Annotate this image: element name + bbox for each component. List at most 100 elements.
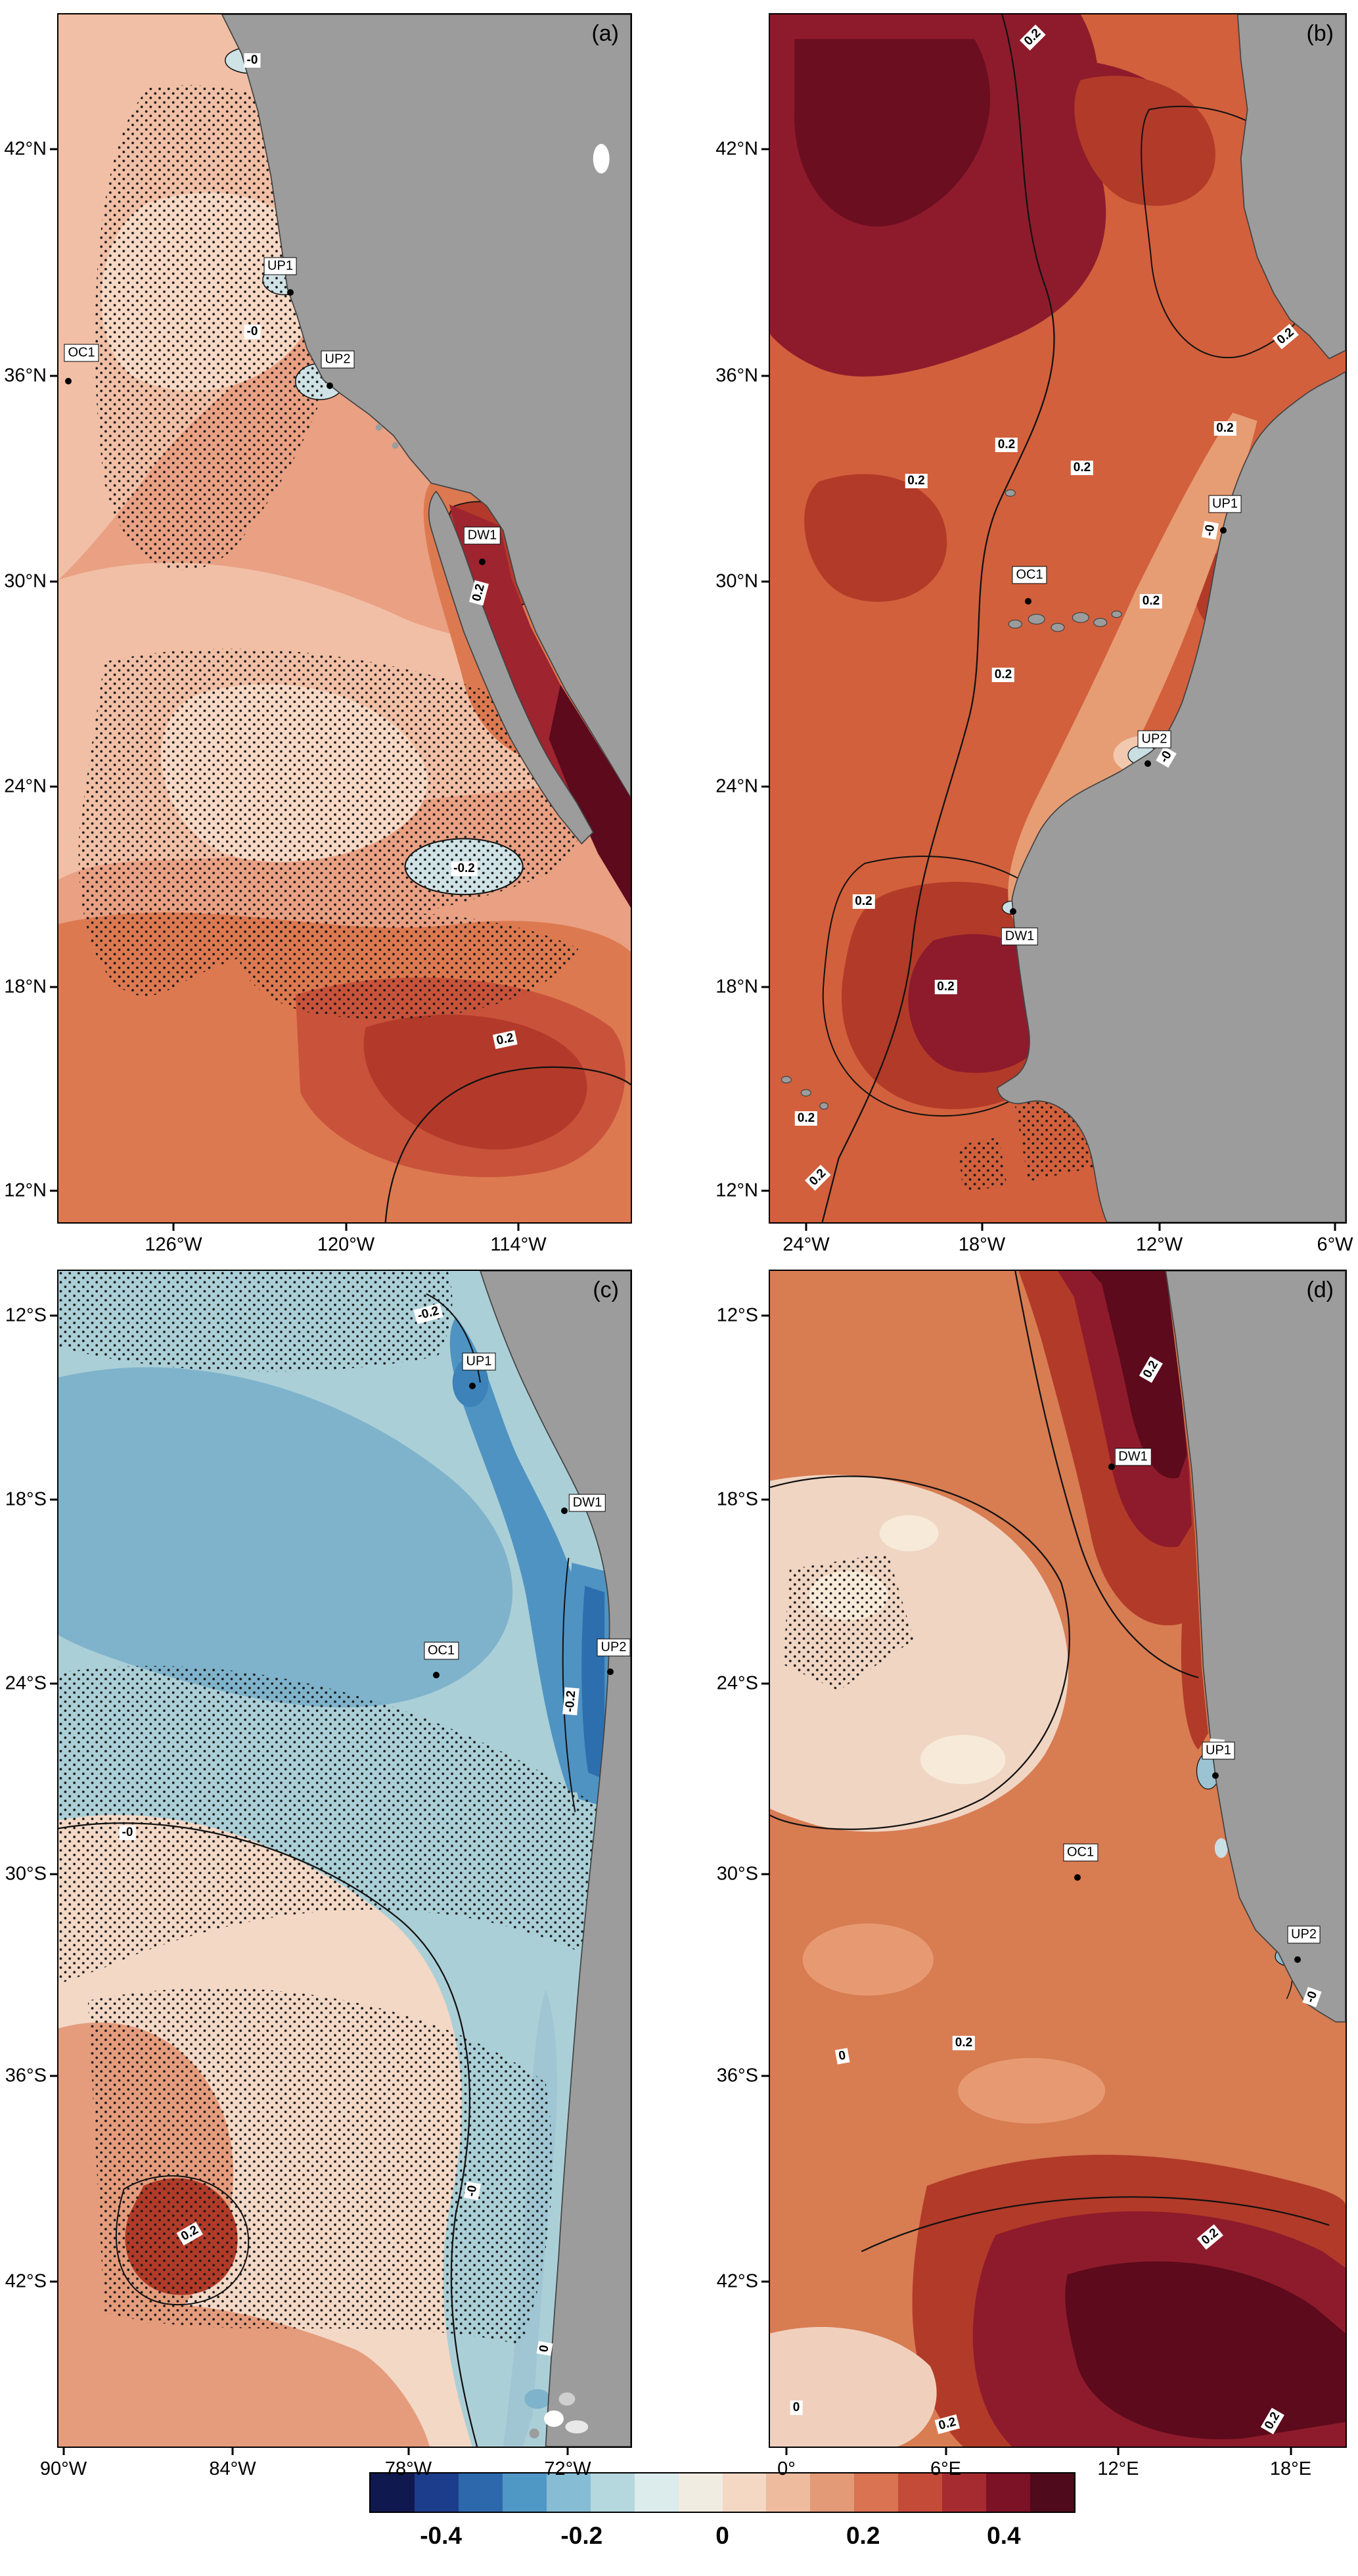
panel-label: (b) xyxy=(1306,21,1334,46)
colorbar-tick-label: 0.2 xyxy=(846,2522,880,2549)
y-axis-tick-label: 36°N xyxy=(715,365,758,386)
station-label: OC1 xyxy=(1012,566,1047,584)
y-axis-tick-label: 18°S xyxy=(5,1488,47,1509)
y-axis-tick-label: 18°S xyxy=(716,1488,758,1509)
y-axis-tick xyxy=(761,1498,770,1500)
y-axis-tick xyxy=(761,580,770,582)
x-axis-tick xyxy=(62,2447,64,2455)
x-axis-tick-label: 0° xyxy=(777,2458,796,2479)
station-label: UP1 xyxy=(1202,1741,1235,1760)
colorbar-tick-label: -0.4 xyxy=(420,2522,462,2549)
y-axis-tick-label: 42°S xyxy=(716,2270,758,2291)
contour-label: -0 xyxy=(244,53,261,68)
y-axis-tick-label: 36°S xyxy=(5,2065,47,2086)
contour-line xyxy=(770,1475,1070,1830)
map-panel-c: (c) 90°W 84°W 78°W 72°W 12°S 18°S 24°S 30°S 36°S… xyxy=(5,1270,632,2479)
land-mass xyxy=(480,1271,631,2447)
y-axis-tick-label: 42°S xyxy=(5,2270,47,2291)
y-axis-tick xyxy=(761,375,770,377)
map-c-svg xyxy=(58,1271,631,2447)
x-axis-tick-label: 6°E xyxy=(930,2458,962,2479)
contour-label: -0 xyxy=(464,2181,481,2201)
colorbar-segment xyxy=(634,2473,679,2512)
y-axis-tick xyxy=(50,1682,58,1684)
y-axis-tick-label: 18°N xyxy=(715,976,758,998)
x-axis-tick xyxy=(231,2447,234,2455)
colorbar-segment xyxy=(371,2473,415,2512)
station-label: UP2 xyxy=(321,350,355,369)
station-label: DW1 xyxy=(1001,927,1039,945)
x-axis-tick-label: 18°W xyxy=(958,1234,1006,1255)
y-axis-tick xyxy=(761,2075,770,2077)
colorbar-segment xyxy=(414,2473,459,2512)
contour-label: 0.2 xyxy=(905,474,928,488)
land-mass xyxy=(996,371,1346,1222)
y-axis-tick xyxy=(761,1189,770,1192)
station-marker xyxy=(286,288,294,296)
panel-label: (a) xyxy=(591,21,619,46)
baja-peninsula xyxy=(428,490,594,845)
contour-label: -0.2 xyxy=(451,862,478,876)
y-axis-tick xyxy=(50,1873,58,1875)
land-mass xyxy=(221,14,631,799)
x-axis-tick xyxy=(345,1222,347,1231)
station-marker xyxy=(1220,527,1227,534)
station-label: DW1 xyxy=(1114,1448,1152,1465)
contour-label: 0 xyxy=(790,2401,803,2415)
station-label: OC1 xyxy=(64,344,99,362)
y-axis-tick xyxy=(761,1873,770,1875)
station-marker xyxy=(1294,1956,1301,1963)
x-axis-tick xyxy=(981,1222,983,1231)
y-axis-tick-label: 12°S xyxy=(716,1304,758,1325)
y-axis-tick-label: 30°S xyxy=(716,1863,758,1884)
y-axis-tick xyxy=(50,148,58,150)
colorbar-tick-label: 0.4 xyxy=(987,2522,1021,2549)
x-axis-tick-label: 72°W xyxy=(544,2458,591,2479)
x-axis-tick xyxy=(805,1222,807,1231)
station-marker xyxy=(1211,1772,1219,1779)
y-axis-tick-label: 30°N xyxy=(715,570,758,591)
station-label: DW1 xyxy=(463,526,501,544)
y-axis-tick-label: 24°S xyxy=(5,1672,47,1693)
colorbar-tick-label: -0.2 xyxy=(560,2522,603,2549)
colorbar-tick-label: 0 xyxy=(715,2522,729,2549)
x-axis-tick-label: 120°W xyxy=(317,1234,375,1255)
contour-label: 0.2 xyxy=(794,1111,818,1126)
map-panel-d: (d) 0° 6°E 12°E 18°E 12°S 18°S 24°S 30°S 36°S 42°… xyxy=(717,1270,1347,2479)
colorbar-segment xyxy=(1030,2473,1074,2512)
contour-label: 0.2 xyxy=(952,2036,976,2050)
contour-label: 0.2 xyxy=(934,980,957,994)
y-axis-tick-label: 30°N xyxy=(4,570,47,591)
contour-label: -0 xyxy=(119,1826,136,1840)
colorbar-segment xyxy=(810,2473,855,2512)
contour-label: 0 xyxy=(834,2048,850,2065)
contour-label: 0.2 xyxy=(852,894,875,909)
y-axis-tick-label: 12°N xyxy=(715,1180,758,1201)
map-a-svg xyxy=(58,14,631,1222)
y-axis-tick xyxy=(50,2280,58,2282)
contour-line xyxy=(58,1822,478,2447)
contour-line xyxy=(384,1066,631,1222)
station-marker xyxy=(1024,597,1031,605)
station-marker xyxy=(326,382,333,389)
y-axis-tick-label: 24°N xyxy=(715,775,758,797)
contour-label: -0 xyxy=(244,324,261,339)
station-marker xyxy=(65,377,72,384)
contour-label: 0.2 xyxy=(995,438,1018,452)
x-axis-tick xyxy=(945,2447,947,2455)
colorbar-segment xyxy=(502,2473,547,2512)
station-marker xyxy=(1144,760,1151,767)
islands xyxy=(781,489,1122,1110)
station-label: DW1 xyxy=(568,1494,606,1511)
x-axis-tick xyxy=(1117,2447,1120,2455)
x-axis-tick-label: 24°W xyxy=(782,1234,830,1255)
y-axis-tick xyxy=(50,1498,58,1500)
y-axis-tick-label: 24°S xyxy=(716,1672,758,1693)
y-axis-tick xyxy=(50,1189,58,1192)
y-axis-tick xyxy=(50,580,58,582)
contour-label: -0 xyxy=(1202,520,1219,540)
contour-label: 0.2 xyxy=(1070,461,1094,475)
station-marker xyxy=(1010,908,1016,915)
station-marker xyxy=(1074,1874,1081,1881)
